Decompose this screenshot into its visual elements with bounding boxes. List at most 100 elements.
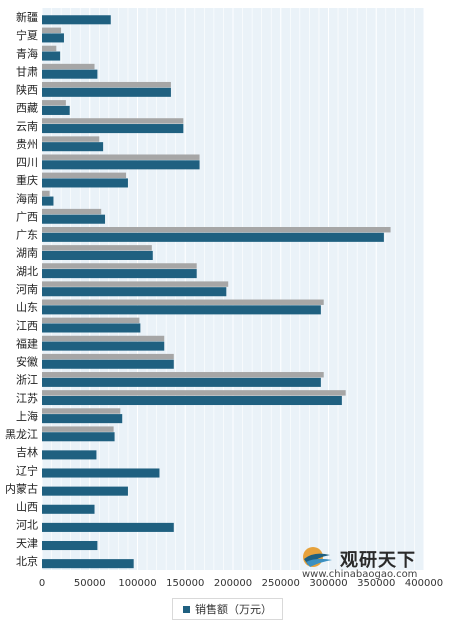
- category-label: 江西: [16, 319, 38, 332]
- watermark-logo-icon: [303, 547, 332, 567]
- shadow-bar: [42, 335, 165, 342]
- category-label: 浙江: [16, 374, 38, 387]
- bar-重庆: [42, 178, 128, 188]
- shadow-bar: [42, 353, 174, 360]
- bar-河北: [42, 522, 174, 532]
- bar-内蒙古: [42, 486, 128, 496]
- category-label: 甘肃: [16, 65, 38, 78]
- category-label: 天津: [16, 537, 38, 550]
- bar-甘肃: [42, 69, 98, 79]
- shadow-bar: [42, 27, 62, 34]
- category-label: 海南: [16, 191, 38, 205]
- x-tick-label: 50000: [74, 578, 106, 589]
- category-label: 江苏: [16, 392, 38, 405]
- bar-海南: [42, 196, 54, 206]
- category-label: 上海: [16, 409, 38, 423]
- shadow-bar: [42, 226, 391, 233]
- category-label: 重庆: [16, 173, 38, 187]
- shadow-bar: [42, 281, 229, 287]
- x-tick-label: 100000: [118, 578, 156, 589]
- bar-陕西: [42, 87, 171, 97]
- x-tick-label: 250000: [262, 578, 300, 589]
- category-label: 河南: [16, 283, 38, 296]
- shadow-bar: [42, 190, 50, 197]
- bar-河南: [42, 287, 227, 297]
- shadow-bar: [42, 45, 57, 52]
- category-label: 宁夏: [16, 28, 38, 42]
- bar-山东: [42, 305, 321, 315]
- watermark: 观研天下 www.chinabaogao.com: [300, 545, 440, 581]
- x-tick-label: 0: [39, 578, 45, 589]
- watermark-url: www.chinabaogao.com: [302, 569, 418, 580]
- bar-贵州: [42, 142, 104, 152]
- category-label: 山西: [16, 501, 38, 514]
- bar-江苏: [42, 395, 342, 406]
- bar-湖南: [42, 250, 153, 260]
- shadow-bar: [42, 263, 197, 269]
- shadow-bar: [42, 426, 114, 432]
- category-label: 广东: [16, 229, 38, 242]
- category-label: 山东: [16, 301, 38, 314]
- legend-label: 销售额（万元）: [195, 603, 272, 616]
- shadow-bar: [42, 299, 324, 305]
- category-label: 内蒙古: [5, 481, 38, 495]
- shadow-bar: [42, 408, 121, 414]
- watermark-name: 观研天下: [340, 550, 416, 571]
- shadow-bar: [42, 154, 200, 160]
- x-axis-tick-labels: 0 50000 100000 150000 200000 250000 300000 3500…: [39, 578, 443, 589]
- shadow-bars: [42, 27, 391, 432]
- shadow-bar: [42, 172, 127, 179]
- category-label: 陕西: [16, 83, 38, 97]
- category-label: 福建: [16, 336, 38, 350]
- legend: 销售额（万元）: [172, 598, 283, 620]
- category-label: 黑龙江: [5, 428, 38, 441]
- bar-新疆: [42, 15, 111, 25]
- bar-天津: [42, 540, 98, 551]
- bar-安徽: [42, 359, 174, 369]
- bar-山西: [42, 504, 95, 514]
- x-tick-label: 350000: [357, 578, 395, 589]
- x-tick-label: 150000: [166, 578, 204, 589]
- shadow-bar: [42, 245, 152, 251]
- category-label: 西藏: [16, 102, 38, 115]
- bar-黑龙江: [42, 432, 115, 442]
- category-label: 吉林: [16, 445, 38, 459]
- category-labels: 新疆宁夏青海甘肃陕西西藏云南贵州四川重庆海南广西广东湖南湖北河南山东江西福建安徽…: [5, 10, 38, 568]
- category-label: 四川: [16, 156, 38, 169]
- category-label: 青海: [16, 46, 38, 60]
- x-tick-label: 300000: [309, 578, 347, 589]
- category-label: 北京: [16, 554, 38, 568]
- bar-宁夏: [42, 33, 64, 43]
- shadow-bar: [42, 317, 140, 324]
- category-label: 贵州: [16, 138, 38, 151]
- category-label: 辽宁: [16, 463, 38, 477]
- shadow-bar: [42, 63, 95, 70]
- shadow-bar: [42, 81, 171, 88]
- bar-湖北: [42, 269, 197, 279]
- bar-上海: [42, 414, 123, 424]
- bar-北京: [42, 559, 134, 569]
- bar-四川: [42, 160, 200, 170]
- category-label: 新疆: [16, 10, 38, 24]
- x-tick-label: 400000: [405, 578, 443, 589]
- bar-西藏: [42, 105, 70, 115]
- shadow-bar: [42, 208, 102, 215]
- bar-江西: [42, 323, 141, 333]
- bar-浙江: [42, 377, 321, 387]
- category-label: 湖南: [16, 247, 38, 260]
- bar-广西: [42, 214, 106, 224]
- category-label: 河北: [16, 519, 38, 532]
- bar-青海: [42, 51, 61, 61]
- bars: [42, 15, 384, 569]
- legend-swatch: [183, 605, 190, 613]
- category-label: 安徽: [16, 355, 38, 369]
- bar-福建: [42, 341, 165, 351]
- shadow-bar: [42, 390, 346, 396]
- shadow-bar: [42, 100, 66, 106]
- shadow-bar: [42, 372, 324, 378]
- category-label: 广西: [16, 210, 38, 223]
- bar-吉林: [42, 450, 97, 460]
- shadow-bar: [42, 118, 184, 124]
- bar-广东: [42, 232, 384, 242]
- shadow-bar: [42, 136, 100, 142]
